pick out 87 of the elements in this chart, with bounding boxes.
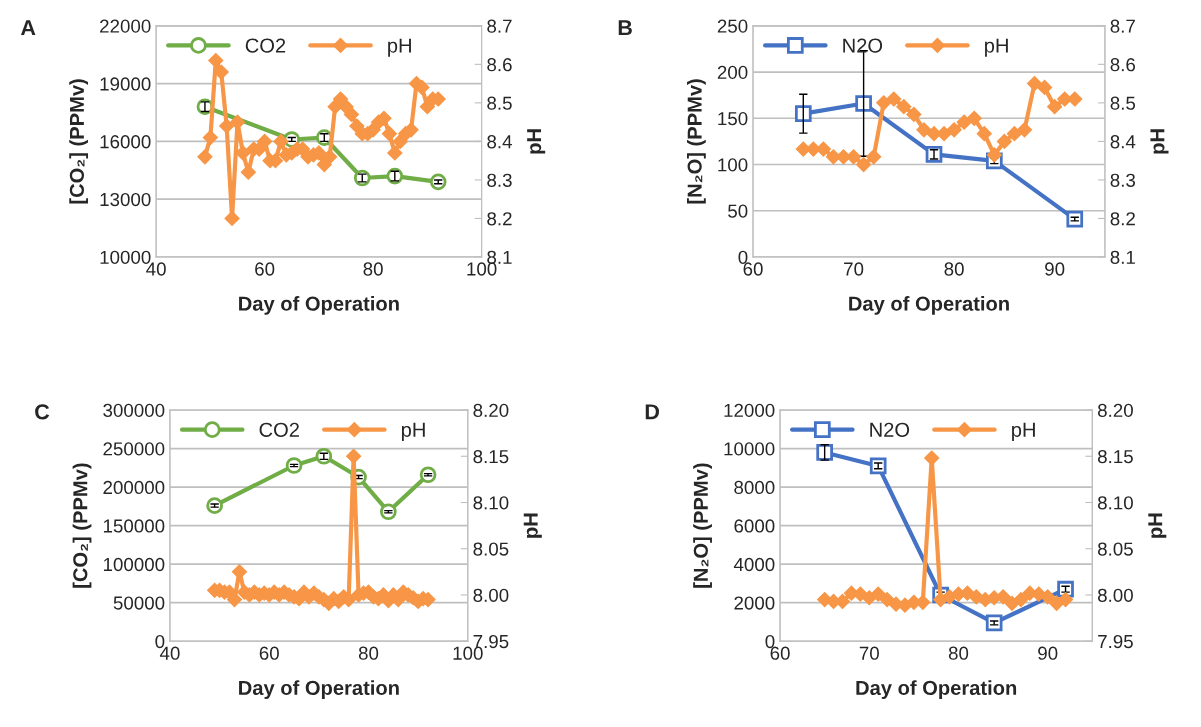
x-tick-label: 40 [146, 262, 166, 276]
y2-tick-label: 8.20 [1097, 403, 1133, 418]
x-tick-label: 60 [770, 646, 790, 660]
y-axis-title: [CO₂] (PPMv) [69, 79, 89, 204]
y2-tick-label: 8.6 [1110, 58, 1136, 72]
y-tick-label: 100000 [103, 557, 165, 572]
y-tick-label: 0 [738, 250, 748, 264]
y2-tick-label: 8.3 [1110, 173, 1136, 187]
y2-tick-label: 8.05 [1097, 542, 1133, 556]
y2-axis-title: pH [527, 129, 546, 154]
x-axis-title: Day of Operation [239, 296, 399, 315]
y-tick-label: 10000 [100, 250, 151, 264]
x-tick-label: 80 [948, 646, 969, 660]
y-tick-label: 2000 [734, 596, 775, 610]
x-tick-label: 60 [255, 262, 275, 276]
y2-axis-title: pH [1148, 513, 1167, 538]
x-tick-label: 80 [358, 646, 379, 660]
y2-tick-label: 8.05 [473, 542, 509, 556]
y-tick-label: 8000 [734, 480, 775, 495]
x-tick-label: 60 [743, 262, 763, 276]
y2-tick-label: 8.3 [487, 173, 512, 187]
y2-axis-title: pH [523, 513, 542, 538]
y-tick-label: 4000 [733, 557, 775, 572]
y2-tick-label: 8.5 [1110, 96, 1136, 110]
x-axis-title: Day of Operation [856, 680, 1017, 699]
y-axis-title: [N₂O] (PPMv) [693, 463, 712, 588]
y-tick-label: 150 [718, 111, 748, 126]
chart-title: A [20, 20, 36, 36]
x-axis-title: Day of Operation [849, 296, 1009, 315]
legend-label: N2O [843, 38, 883, 53]
y-tick-label: 6000 [734, 519, 775, 533]
chart-title: C [35, 404, 50, 420]
legend-label: N2O [870, 422, 910, 437]
x-tick-label: 60 [259, 646, 279, 660]
x-axis-title: Day of Operation [239, 680, 399, 699]
chart-title: B [618, 20, 632, 36]
x-tick-label: 90 [1045, 262, 1065, 276]
y2-tick-label: 8.1 [1110, 250, 1135, 264]
y-tick-label: 16000 [100, 135, 151, 149]
y-tick-label: 250000 [103, 442, 165, 456]
y2-tick-label: 7.95 [1098, 634, 1133, 649]
legend-label: pH [1012, 422, 1035, 441]
x-tick-label: 70 [859, 646, 879, 660]
x-tick-label: 100 [467, 262, 497, 276]
y2-tick-label: 8.7 [1110, 19, 1135, 33]
y2-tick-label: 8.1 [487, 250, 512, 264]
y-tick-label: 10000 [724, 442, 775, 456]
y2-tick-label: 8.00 [473, 588, 509, 602]
y-tick-label: 300000 [103, 403, 165, 418]
x-tick-label: 80 [363, 262, 383, 276]
y-tick-label: 200000 [103, 480, 165, 495]
y2-tick-label: 8.10 [1097, 496, 1133, 510]
y2-tick-label: 8.20 [473, 403, 509, 418]
y-tick-label: 150000 [103, 519, 165, 533]
legend-label: pH [388, 38, 411, 57]
y2-axis-title: pH [1150, 129, 1169, 154]
legend-label: pH [401, 422, 425, 441]
y2-tick-label: 8.2 [487, 212, 512, 226]
x-tick-label: 80 [944, 262, 964, 276]
y-tick-label: 100 [718, 158, 748, 172]
x-tick-label: 90 [1038, 646, 1058, 660]
y2-tick-label: 8.6 [487, 58, 512, 72]
y2-tick-label: 8.2 [1110, 212, 1135, 226]
y-tick-label: 12000 [724, 403, 775, 418]
y-tick-label: 19000 [100, 77, 151, 91]
y2-tick-label: 8.10 [473, 496, 509, 510]
y2-tick-label: 8.4 [487, 135, 512, 149]
y2-tick-label: 8.15 [1097, 449, 1133, 464]
y-tick-label: 13000 [100, 192, 151, 207]
x-tick-label: 70 [844, 262, 864, 276]
y2-tick-label: 8.5 [487, 96, 512, 110]
y2-tick-label: 8.4 [1110, 135, 1136, 149]
y-tick-label: 22000 [100, 19, 151, 33]
y-tick-label: 50000 [113, 596, 165, 610]
y-axis-title: [N₂O] (PPMv) [687, 79, 706, 204]
y2-tick-label: 8.7 [487, 19, 512, 33]
chart-title: D [645, 404, 659, 420]
legend-label: CO2 [245, 38, 286, 53]
y2-tick-label: 8.00 [1097, 588, 1133, 602]
y-axis-title: [CO₂] (PPMv) [72, 463, 92, 588]
y-tick-label: 250 [717, 19, 748, 33]
y-tick-label: 50 [728, 204, 748, 218]
y-tick-label: 0 [765, 634, 775, 649]
legend-label: pH [985, 38, 1008, 57]
legend-label: CO2 [259, 422, 299, 437]
y-tick-label: 200 [717, 65, 748, 80]
y2-tick-label: 8.15 [473, 449, 509, 464]
